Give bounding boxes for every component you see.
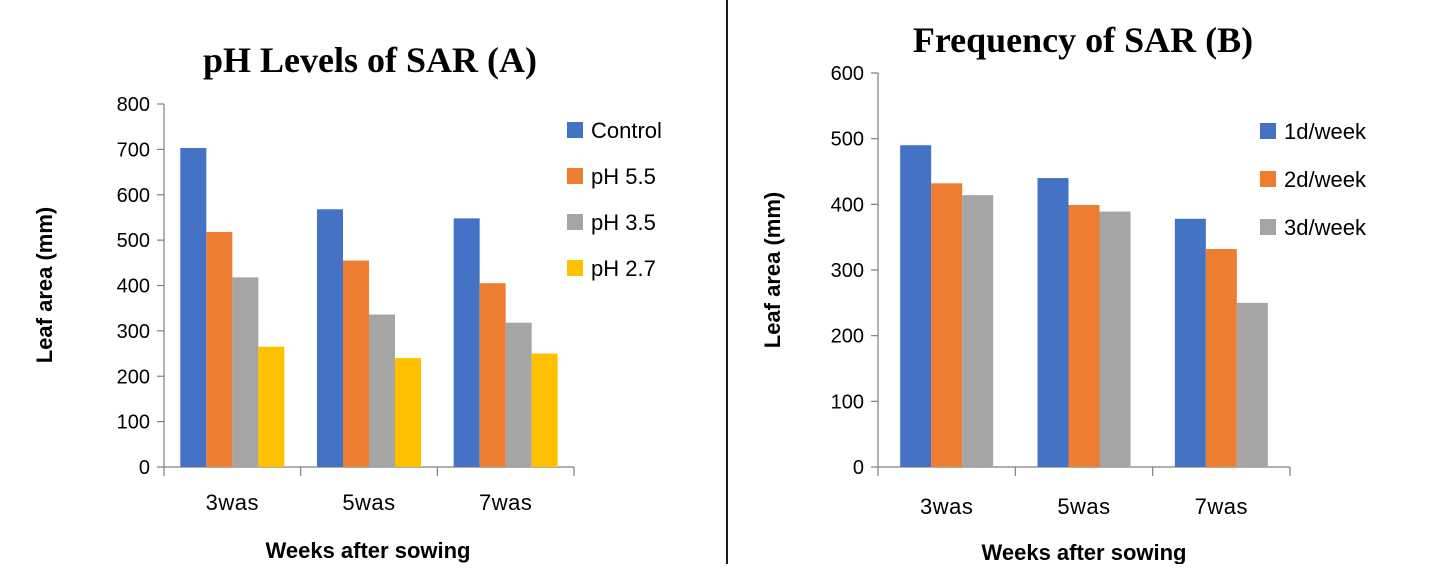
y-tick-label: 300	[831, 260, 864, 282]
bar	[1099, 211, 1131, 467]
legend-label: Control	[591, 118, 662, 143]
y-axis-title: Leaf area (mm)	[32, 207, 57, 364]
bar	[395, 358, 421, 467]
legend-label: 1d/week	[1284, 119, 1367, 144]
y-tick-label: 500	[831, 129, 864, 151]
bar	[1068, 204, 1100, 468]
bar	[369, 314, 395, 467]
bar	[258, 346, 285, 467]
y-tick-label: 0	[853, 457, 864, 479]
chart-panel-b: Frequency of SAR (B) Weeks after sowing …	[728, 0, 1435, 565]
legend-label: pH 2.7	[591, 256, 656, 281]
legend-swatch	[567, 260, 583, 276]
bar	[180, 148, 207, 468]
legend-swatch	[567, 122, 583, 138]
chart-title: Frequency of SAR (B)	[913, 20, 1253, 60]
y-tick-label: 0	[139, 457, 150, 479]
legend-swatch	[1260, 171, 1276, 187]
bar	[317, 209, 343, 467]
chart-a: pH Levels of SAR (A) Weeks after sowing …	[32, 40, 662, 563]
y-tick-label: 200	[831, 326, 864, 348]
bar	[479, 283, 506, 467]
y-tick-label: 700	[117, 139, 150, 161]
bar	[206, 231, 233, 467]
y-tick-label: 500	[117, 230, 150, 252]
y-tick-label: 600	[117, 185, 150, 207]
x-tick-label: 3was	[206, 490, 259, 515]
legend-label: pH 5.5	[591, 164, 656, 189]
y-axis-title: Leaf area (mm)	[760, 192, 785, 349]
bar	[1205, 248, 1237, 467]
bar	[962, 195, 994, 467]
legend-swatch	[567, 214, 583, 230]
bar	[505, 322, 532, 467]
y-tick-label: 300	[117, 321, 150, 343]
chart-title: pH Levels of SAR (A)	[203, 40, 537, 80]
bar	[1174, 218, 1206, 467]
y-tick-label: 400	[117, 276, 150, 298]
legend-swatch	[1260, 219, 1276, 235]
y-tick-label: 800	[117, 94, 150, 116]
x-axis-title: Weeks after sowing	[266, 538, 471, 563]
x-axis-title: Weeks after sowing	[982, 540, 1187, 564]
y-tick-label: 100	[831, 391, 864, 413]
legend-label: 2d/week	[1284, 167, 1367, 192]
legend-label: 3d/week	[1284, 215, 1367, 240]
bar	[531, 353, 558, 467]
bar	[931, 183, 963, 467]
y-tick-label: 400	[831, 194, 864, 216]
x-tick-label: 7was	[1195, 494, 1248, 519]
bar	[900, 145, 932, 467]
legend-label: pH 3.5	[591, 210, 656, 235]
x-tick-label: 5was	[342, 490, 395, 515]
x-tick-label: 5was	[1057, 494, 1110, 519]
panel-divider	[726, 0, 728, 564]
legend-swatch	[1260, 123, 1276, 139]
bar	[343, 260, 369, 467]
x-tick-label: 3was	[920, 494, 973, 519]
bar	[453, 218, 480, 467]
legend-swatch	[567, 168, 583, 184]
bar	[1236, 302, 1268, 467]
y-tick-label: 100	[117, 412, 150, 434]
bar	[232, 277, 259, 467]
chart-panel-a: pH Levels of SAR (A) Weeks after sowing …	[32, 40, 662, 563]
bar	[1037, 178, 1069, 468]
y-tick-label: 600	[831, 63, 864, 85]
x-tick-label: 7was	[479, 490, 532, 515]
chart-b: Frequency of SAR (B) Weeks after sowing …	[760, 20, 1367, 565]
y-tick-label: 200	[117, 366, 150, 388]
